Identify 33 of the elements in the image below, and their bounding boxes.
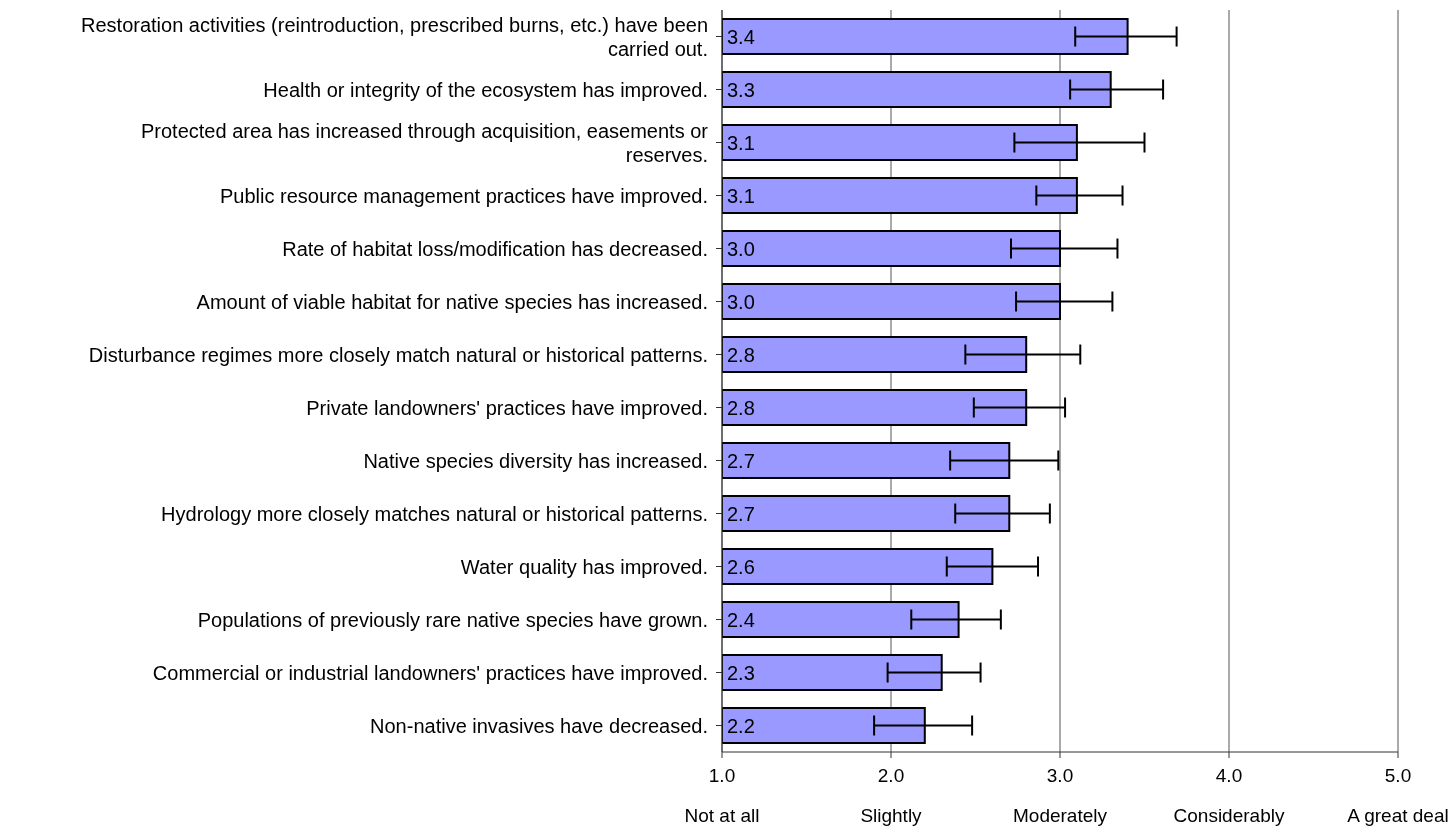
- y-tick-label: Hydrology more closely matches natural or historical patterns.: [161, 502, 708, 525]
- data-label: 3.1: [727, 131, 755, 154]
- y-tick-label: Public resource management practices have improved.: [219, 184, 708, 207]
- x-tick-label: 4.0 Considerably: [1173, 765, 1285, 826]
- y-tick-label: Disturbance regimes more closely match natural or historical patterns.: [88, 343, 708, 366]
- y-tick-label: Amount of viable habitat for native species has increased.: [196, 290, 708, 313]
- y-tick-label: Rate of habitat loss/modification has decreased.: [282, 237, 708, 260]
- y-tick-label: Commercial or industrial landowners' practices have improved.: [152, 661, 708, 684]
- data-label: 3.1: [727, 184, 755, 207]
- y-tick-label: Private landowners' practices have improved.: [306, 396, 708, 419]
- data-label: 2.3: [727, 661, 755, 684]
- data-label: 2.7: [727, 502, 755, 525]
- data-label: 3.4: [727, 25, 755, 48]
- x-tick-label: 1.0 Not at all: [684, 765, 760, 826]
- y-tick-label: Populations of previously rare native species have grown.: [197, 608, 708, 631]
- x-tick-label: 3.0 Moderately: [1013, 765, 1108, 826]
- y-tick-label: Protected area has increased through acquisition, easements or reserves.: [140, 119, 709, 166]
- y-tick-label: Restoration activities (reintroduction, prescribed burns, etc.) have been carried out.: [81, 13, 708, 60]
- data-label: 2.7: [727, 449, 755, 472]
- data-label: 2.6: [727, 555, 755, 578]
- data-label: 3.0: [727, 237, 755, 260]
- y-tick-label: Health or integrity of the ecosystem has improved.: [263, 78, 708, 101]
- data-label: 3.3: [727, 78, 755, 101]
- x-tick-label: 5.0 A great deal: [1347, 765, 1448, 826]
- y-tick-label: Native species diversity has increased.: [363, 449, 708, 472]
- y-tick-label: Water quality has improved.: [460, 555, 708, 578]
- data-label: 2.8: [727, 343, 755, 366]
- y-tick-label: Non-native invasives have decreased.: [370, 714, 708, 737]
- data-label: 2.2: [727, 714, 755, 737]
- data-label: 3.0: [727, 290, 755, 313]
- x-tick-label: 2.0 Slightly: [860, 765, 923, 826]
- data-label: 2.4: [727, 608, 755, 631]
- data-label: 2.8: [727, 396, 755, 419]
